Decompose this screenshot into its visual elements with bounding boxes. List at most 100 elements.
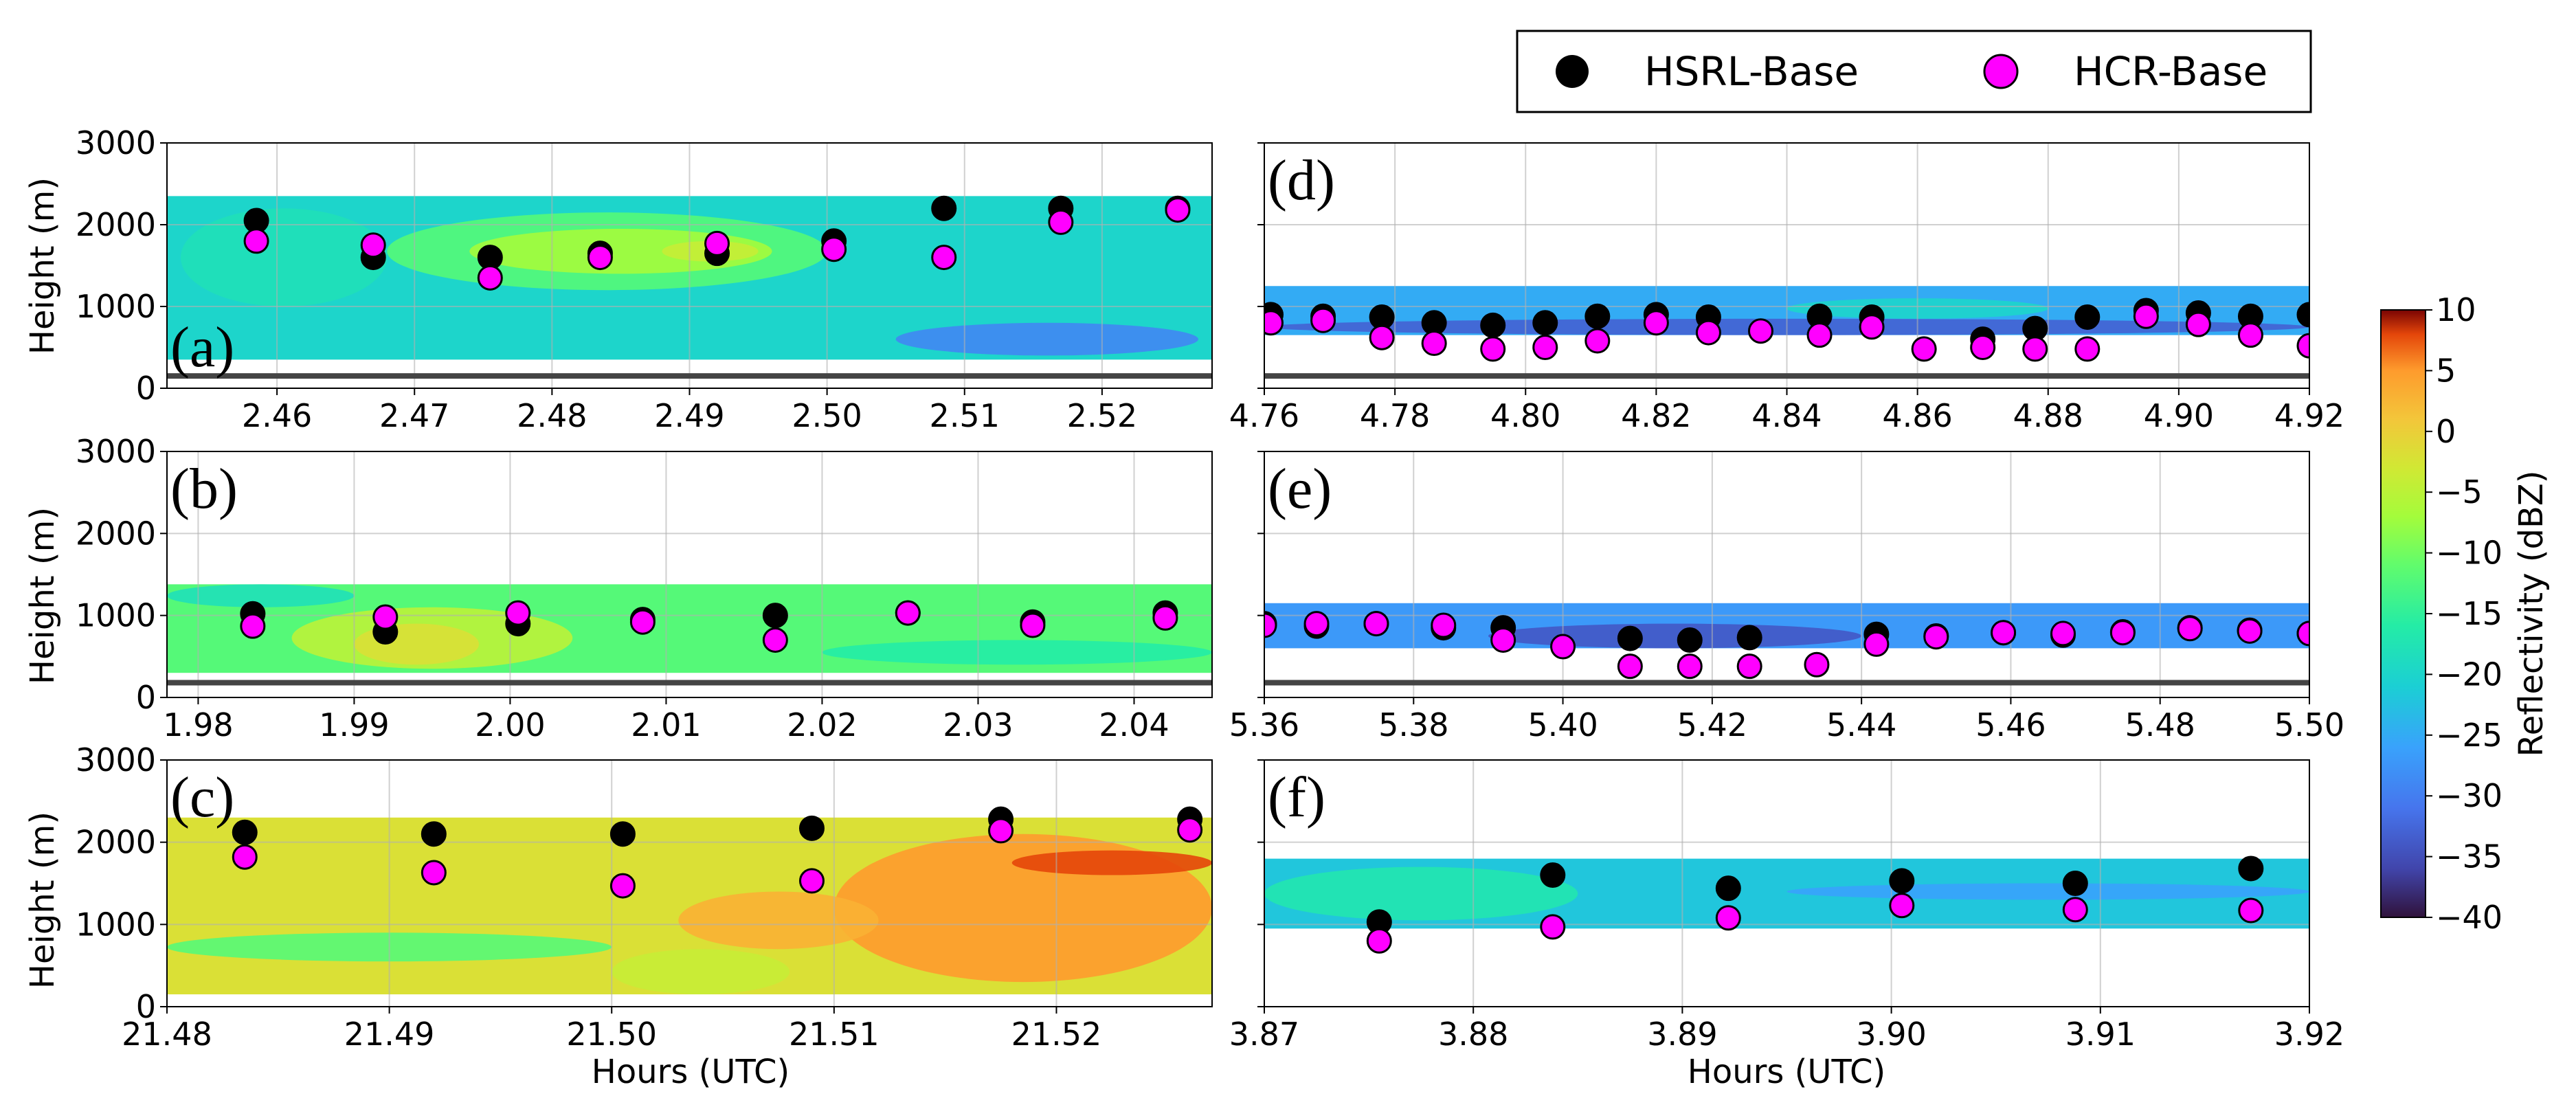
hcr-base-point [1889, 893, 1915, 919]
legend: HSRL-Base HCR-Base [1516, 30, 2312, 113]
hcr-base-point [2177, 616, 2203, 642]
x-tick-label: 4.90 [2144, 397, 2214, 434]
hcr-base-point [1303, 611, 1330, 637]
y-axis-title-c: Height (m) [23, 812, 62, 989]
legend-label-hsrl: HSRL-Base [1644, 48, 1859, 95]
x-tick-label: 3.89 [1647, 1016, 1717, 1053]
hcr-base-point [505, 600, 531, 626]
colorbar-tick-label: 0 [2436, 413, 2456, 450]
axes-frame [166, 759, 1213, 1007]
colorbar-tick-label: −15 [2436, 595, 2502, 632]
reflectivity-region [822, 640, 1212, 665]
x-tick-label: 21.52 [1011, 1016, 1102, 1053]
y-tick-label: 0 [136, 370, 156, 407]
hcr-base-point [1806, 322, 1833, 348]
hcr-base-point [360, 232, 386, 258]
hcr-base-point [1617, 653, 1643, 680]
panel-c: 21.48 21.49 21.50 21.51 21.52 0 1000 2000 3000 (c… [76, 741, 1213, 1053]
hsrl-base-point [2238, 856, 2264, 882]
hsrl-base-point [1736, 625, 1762, 651]
plot-area [167, 143, 1212, 388]
x-tick-label: 5.38 [1378, 706, 1448, 743]
panel-label: (d) [1268, 148, 1335, 212]
x-tick-label: 2.48 [517, 397, 587, 434]
x-tick-label: 4.80 [1490, 397, 1560, 434]
hcr-base-point [1736, 653, 1762, 680]
panel-label: (f) [1268, 765, 1325, 829]
hcr-base-point [477, 265, 503, 291]
legend-box [1516, 30, 2312, 113]
hcr-base-point [1863, 631, 1890, 657]
hcr-base-point [243, 228, 269, 254]
reflectivity-region [167, 584, 355, 607]
hcr-base-point [2022, 336, 2048, 362]
colorbar-tick-label: −10 [2436, 535, 2502, 572]
hcr-base-point [2185, 311, 2211, 337]
panel-b: 1.98 1.99 2.00 2.01 2.02 2.03 2.04 0 1000 2000 300… [76, 433, 1213, 743]
x-tick-label: 5.48 [2125, 706, 2195, 743]
x-tick-label: 4.92 [2274, 397, 2344, 434]
colorbar-label: Reflectivity (dBZ) [2512, 471, 2551, 757]
plot-area [1264, 451, 2309, 697]
x-tick-label: 2.49 [654, 397, 724, 434]
x-tick-label: 5.36 [1229, 706, 1299, 743]
hcr-base-point [1366, 928, 1392, 954]
hsrl-base-point [931, 195, 957, 221]
reflectivity-region [1787, 883, 2309, 900]
x-tick-label: 4.78 [1360, 397, 1430, 434]
x-tick-label: 3.90 [1856, 1016, 1926, 1053]
plot-area [1264, 143, 2309, 388]
legend-marker-hsrl [1556, 55, 1589, 88]
x-tick-label: 2.01 [631, 706, 701, 743]
hcr-base-point [1747, 318, 1773, 344]
hcr-base-point [1020, 612, 1046, 638]
hcr-base-point [1550, 634, 1576, 660]
hsrl-base-point [1617, 625, 1643, 651]
hcr-base-point [1677, 653, 1703, 680]
colorbar-ticks: 10 5 0 −5 −10 −15 −20 −25 −30 −35 −40 [2426, 291, 2502, 936]
x-tick-label: 3.87 [1229, 1016, 1299, 1053]
x-tick-label: 5.46 [1975, 706, 2046, 743]
x-tick-label: 1.99 [319, 706, 389, 743]
x-tick-label: 2.46 [242, 397, 312, 434]
colorbar-tick-label: −35 [2436, 838, 2502, 875]
hcr-base-point [931, 245, 957, 271]
hcr-base-point [2296, 333, 2309, 359]
y-tick-label: 0 [136, 988, 156, 1025]
y-tick-label: 1000 [76, 288, 156, 325]
y-tick-label: 2000 [76, 824, 156, 861]
hsrl-base-point [232, 819, 258, 845]
hcr-base-point [1152, 605, 1178, 631]
colorbar-tick-label: −30 [2436, 777, 2502, 814]
hcr-base-point [1264, 612, 1277, 638]
plot-area [167, 451, 1212, 697]
legend-label-hcr: HCR-Base [2074, 48, 2267, 95]
hcr-base-point [1369, 324, 1395, 350]
reflectivity-region [1488, 623, 1862, 649]
hcr-base-point [704, 230, 730, 256]
colorbar-tick-label: 10 [2436, 291, 2476, 328]
hcr-base-point [2237, 322, 2263, 348]
panel-a: 2.46 2.47 2.48 2.49 2.50 2.51 2.52 0 1000 2000 300… [76, 124, 1213, 434]
colorbar-tick-label: −25 [2436, 717, 2502, 754]
axes-frame [1264, 759, 2310, 1007]
plot-area [167, 760, 1212, 1007]
hcr-base-point [240, 613, 266, 639]
reflectivity-region [678, 891, 879, 950]
x-tick-label: 4.88 [2013, 397, 2083, 434]
hcr-base-point [2074, 336, 2101, 362]
colorbar-tick-label: −5 [2436, 473, 2483, 511]
hcr-base-point [1264, 310, 1284, 336]
hsrl-base-point [1715, 875, 1741, 902]
x-tick-label: 5.40 [1527, 706, 1598, 743]
reflectivity-region [895, 322, 1198, 356]
y-tick-label: 2000 [76, 515, 156, 552]
reflectivity-region [1011, 850, 1212, 875]
reflectivity-region [181, 208, 388, 306]
hcr-base-point [1923, 624, 1949, 650]
hcr-base-point [988, 818, 1014, 844]
hcr-base-point [2050, 620, 2076, 647]
x-tick-label: 3.91 [2065, 1016, 2136, 1053]
reflectivity-region [469, 228, 772, 274]
hsrl-base-point [1677, 627, 1703, 653]
